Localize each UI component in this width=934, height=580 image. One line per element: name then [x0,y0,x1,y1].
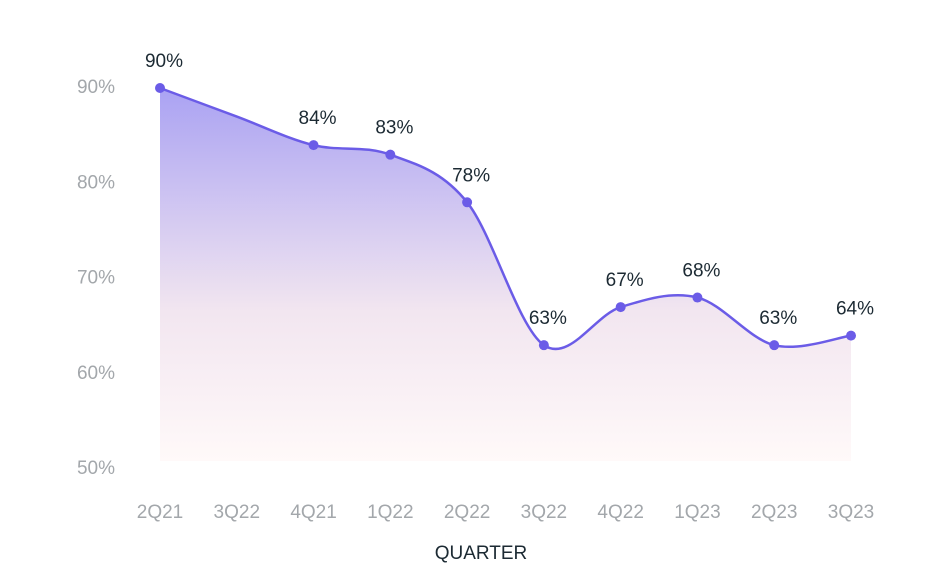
area-fill [160,88,851,461]
point [692,292,703,303]
data-label: 67% [606,270,644,291]
data-label: 68% [682,261,720,282]
point [308,140,319,151]
data-label: 84% [299,108,337,129]
x-tick-label: 3Q23 [828,502,874,523]
point [538,340,549,351]
x-tick-label: 3Q22 [521,502,567,523]
point [615,302,626,313]
x-tick-label: 4Q22 [597,502,643,523]
line [159,86,852,351]
data-label: 64% [836,299,874,320]
data-label: 90% [145,51,183,72]
y-tick-label: 80% [77,172,115,193]
y-tick-label: 50% [77,458,115,479]
data-label: 63% [759,308,797,329]
y-tick-label: 90% [77,77,115,98]
x-tick-label: 3Q22 [214,502,260,523]
x-axis-label: QUARTER [435,543,528,564]
point [462,197,473,208]
data-label: 83% [375,118,413,139]
x-tick-label: 2Q22 [444,502,490,523]
x-tick-label: 1Q22 [367,502,413,523]
y-tick-label: 70% [77,268,115,289]
data-label: 78% [452,165,490,186]
x-tick-label: 2Q23 [751,502,797,523]
point [769,340,780,351]
point [846,330,856,341]
data-label: 63% [529,308,567,329]
x-tick-label: 4Q21 [290,502,336,523]
y-tick-label: 60% [77,363,115,384]
x-tick-label: 2Q21 [137,502,183,523]
x-tick-label: 1Q23 [674,502,720,523]
point [155,83,165,93]
point [385,149,396,160]
